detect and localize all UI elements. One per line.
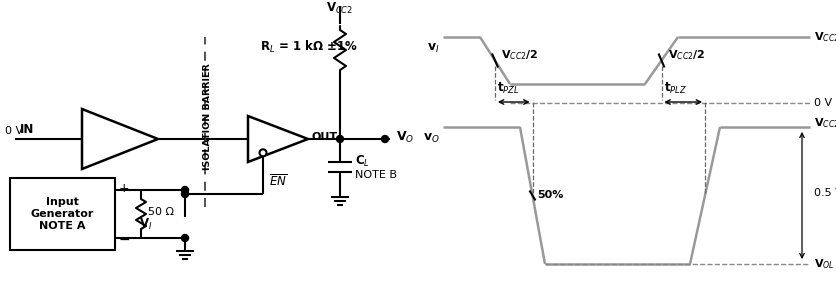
Text: t$_{PLZ}$: t$_{PLZ}$ xyxy=(664,81,686,96)
Text: v$_I$: v$_I$ xyxy=(427,42,440,55)
Text: V$_{CC2}$/2: V$_{CC2}$/2 xyxy=(501,49,538,63)
Text: V$_{CC2}$/2: V$_{CC2}$/2 xyxy=(667,49,705,63)
Text: 50%: 50% xyxy=(538,191,563,201)
Text: V$_{OL}$: V$_{OL}$ xyxy=(814,257,834,271)
Bar xyxy=(10,178,115,250)
Text: +: + xyxy=(119,182,130,194)
Text: V$_{CC2}$: V$_{CC2}$ xyxy=(814,116,836,130)
Text: ISOLATION BARRIER: ISOLATION BARRIER xyxy=(202,64,212,170)
Text: R$_L$ = 1 kΩ ±1%: R$_L$ = 1 kΩ ±1% xyxy=(260,39,358,55)
Text: 0.5 V: 0.5 V xyxy=(814,188,836,198)
Circle shape xyxy=(337,136,344,143)
Text: C$_L$: C$_L$ xyxy=(355,153,370,169)
Text: Input
Generator
NOTE A: Input Generator NOTE A xyxy=(31,198,94,231)
Text: IN: IN xyxy=(20,123,34,136)
Circle shape xyxy=(181,191,188,198)
Text: v$_O$: v$_O$ xyxy=(423,132,440,145)
Text: V$_{CC2}$: V$_{CC2}$ xyxy=(814,30,836,44)
Text: $\overline{EN}$: $\overline{EN}$ xyxy=(269,173,288,189)
Text: 0 V: 0 V xyxy=(5,126,23,136)
Text: OUT: OUT xyxy=(312,132,338,142)
Text: 0 V: 0 V xyxy=(814,98,832,108)
Text: V$_I$: V$_I$ xyxy=(139,217,152,232)
Text: −: − xyxy=(119,233,130,247)
Text: 50 Ω: 50 Ω xyxy=(148,207,174,217)
Circle shape xyxy=(181,234,188,242)
Circle shape xyxy=(181,187,188,194)
Text: V$_{CC2}$: V$_{CC2}$ xyxy=(326,1,354,16)
Text: t$_{PZL}$: t$_{PZL}$ xyxy=(497,81,519,96)
Text: V$_O$: V$_O$ xyxy=(396,130,415,145)
Text: NOTE B: NOTE B xyxy=(355,170,397,180)
Circle shape xyxy=(259,149,267,156)
Circle shape xyxy=(381,136,389,143)
